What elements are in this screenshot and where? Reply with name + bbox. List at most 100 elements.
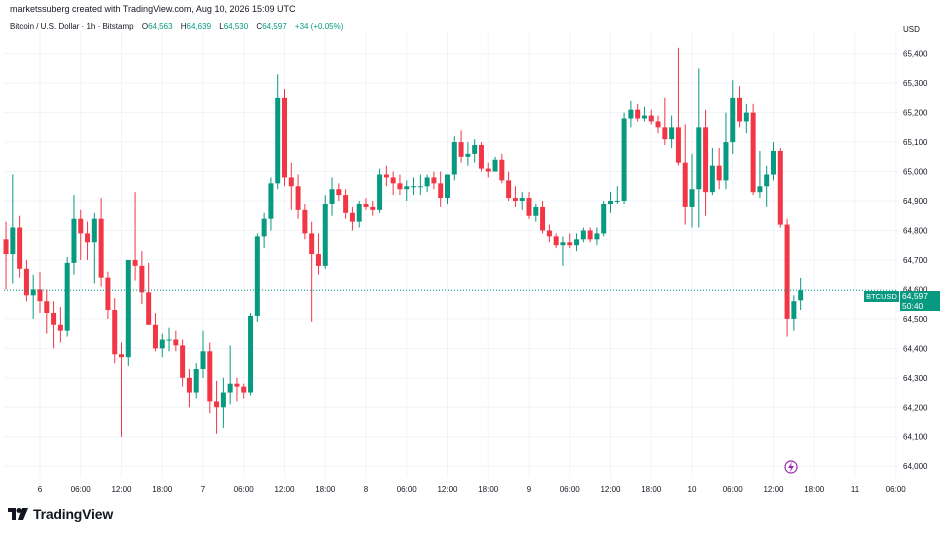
lightning-icon <box>788 462 794 472</box>
candle-body <box>519 198 525 202</box>
candle-body <box>315 254 321 266</box>
candle-body <box>105 277 111 311</box>
candle-body <box>682 162 688 207</box>
x-tick-label: 9 <box>527 485 532 494</box>
candle-body <box>302 209 308 234</box>
event-marker[interactable] <box>784 460 798 474</box>
candle-body <box>757 186 763 193</box>
tradingview-logo-text: TradingView <box>33 506 114 522</box>
candle-body <box>275 97 281 184</box>
candle-body <box>587 230 593 240</box>
candle-body <box>465 153 471 157</box>
candle-body <box>580 230 586 240</box>
candle-body <box>791 301 797 319</box>
candle-body <box>166 339 172 341</box>
bar-countdown: 50:40 <box>902 301 924 311</box>
candle-body <box>492 159 498 172</box>
candle-body <box>268 183 274 219</box>
time-axis[interactable]: 6 06:00 12:00 18:00 7 06:00 12:00 18:00 8 06:00 12… <box>38 485 907 494</box>
symbol-title[interactable]: Bitcoin / U.S. Dollar · 1h · Bitstamp <box>10 22 134 31</box>
currency-label[interactable]: USD <box>903 25 920 34</box>
candle-body <box>309 233 315 255</box>
candlestick-series <box>3 47 804 437</box>
candle-body <box>3 239 9 255</box>
candle-body <box>703 127 709 193</box>
candle-body <box>336 189 342 196</box>
candle-body <box>533 206 539 216</box>
candle-body <box>91 218 97 243</box>
candle-body <box>662 127 668 140</box>
candle-body <box>377 174 383 210</box>
candle-body <box>601 203 607 234</box>
x-tick-label: 10 <box>688 485 697 494</box>
candle-body <box>526 198 532 216</box>
y-tick-label: 65,400 <box>903 50 928 59</box>
candle-body <box>51 312 57 325</box>
high-label: H <box>180 22 187 31</box>
candle-body <box>451 142 457 175</box>
x-tick-label: 7 <box>201 485 206 494</box>
candle-body <box>540 206 546 231</box>
candle-body <box>411 186 417 188</box>
y-tick-label: 64,800 <box>903 226 928 235</box>
candle-body <box>329 189 335 204</box>
candle-body <box>784 224 790 319</box>
candle-body <box>723 142 729 181</box>
candle-body <box>614 201 620 203</box>
candle-body <box>125 259 131 358</box>
x-tick-label: 06:00 <box>560 485 581 494</box>
candle-body <box>655 121 661 128</box>
candle-body <box>227 383 233 393</box>
candle-body <box>343 195 349 213</box>
candle-body <box>608 201 613 204</box>
candle-body <box>669 127 675 140</box>
candle-body <box>282 97 287 178</box>
candle-body <box>574 239 580 246</box>
candle-body <box>737 97 743 122</box>
candle-body <box>635 109 641 119</box>
candle-body <box>546 230 552 237</box>
candle-body <box>641 115 647 119</box>
candle-body <box>200 351 206 369</box>
candle-body <box>777 150 783 225</box>
candle-body <box>152 324 158 349</box>
open-value: 64,563 <box>148 22 173 31</box>
high-value: 64,639 <box>186 22 212 31</box>
price-axis[interactable]: 65,400 65,300 65,200 65,100 65,000 64,900 64,8… <box>903 50 928 472</box>
candle-body <box>445 174 450 199</box>
candle-body <box>119 354 124 358</box>
candle-body <box>383 174 389 178</box>
close-label: C <box>256 22 263 31</box>
x-tick-label: 12:00 <box>600 485 621 494</box>
candle-body <box>499 159 505 181</box>
chart-creator-line: marketssuberg created with TradingView.c… <box>10 4 296 14</box>
x-tick-label: 11 <box>851 485 860 494</box>
candle-body <box>288 177 294 187</box>
candle-body <box>295 186 301 210</box>
x-tick-label: 18:00 <box>804 485 825 494</box>
candle-body <box>71 218 77 263</box>
candle-body <box>431 177 437 184</box>
candle-body <box>30 289 36 296</box>
candle-body <box>193 368 199 393</box>
tradingview-logo[interactable]: TradingView <box>8 506 113 522</box>
candle-body <box>64 262 70 331</box>
y-tick-label: 64,700 <box>903 256 928 265</box>
candle-body <box>132 259 138 266</box>
candle-body <box>485 168 491 172</box>
candle-body <box>390 177 396 184</box>
candle-body <box>512 198 518 202</box>
candle-body <box>112 310 118 355</box>
x-tick-label: 06:00 <box>397 485 418 494</box>
y-tick-label: 64,500 <box>903 315 928 324</box>
candle-body <box>214 401 220 408</box>
last-price-tag: 64,597 50:40 <box>900 291 940 311</box>
y-tick-label: 64,000 <box>903 462 928 471</box>
y-tick-label: 64,900 <box>903 197 928 206</box>
candle-body <box>628 109 634 119</box>
candle-body <box>424 177 430 187</box>
candle-body <box>254 236 260 316</box>
candle-body <box>241 386 247 393</box>
candle-body <box>207 351 213 402</box>
